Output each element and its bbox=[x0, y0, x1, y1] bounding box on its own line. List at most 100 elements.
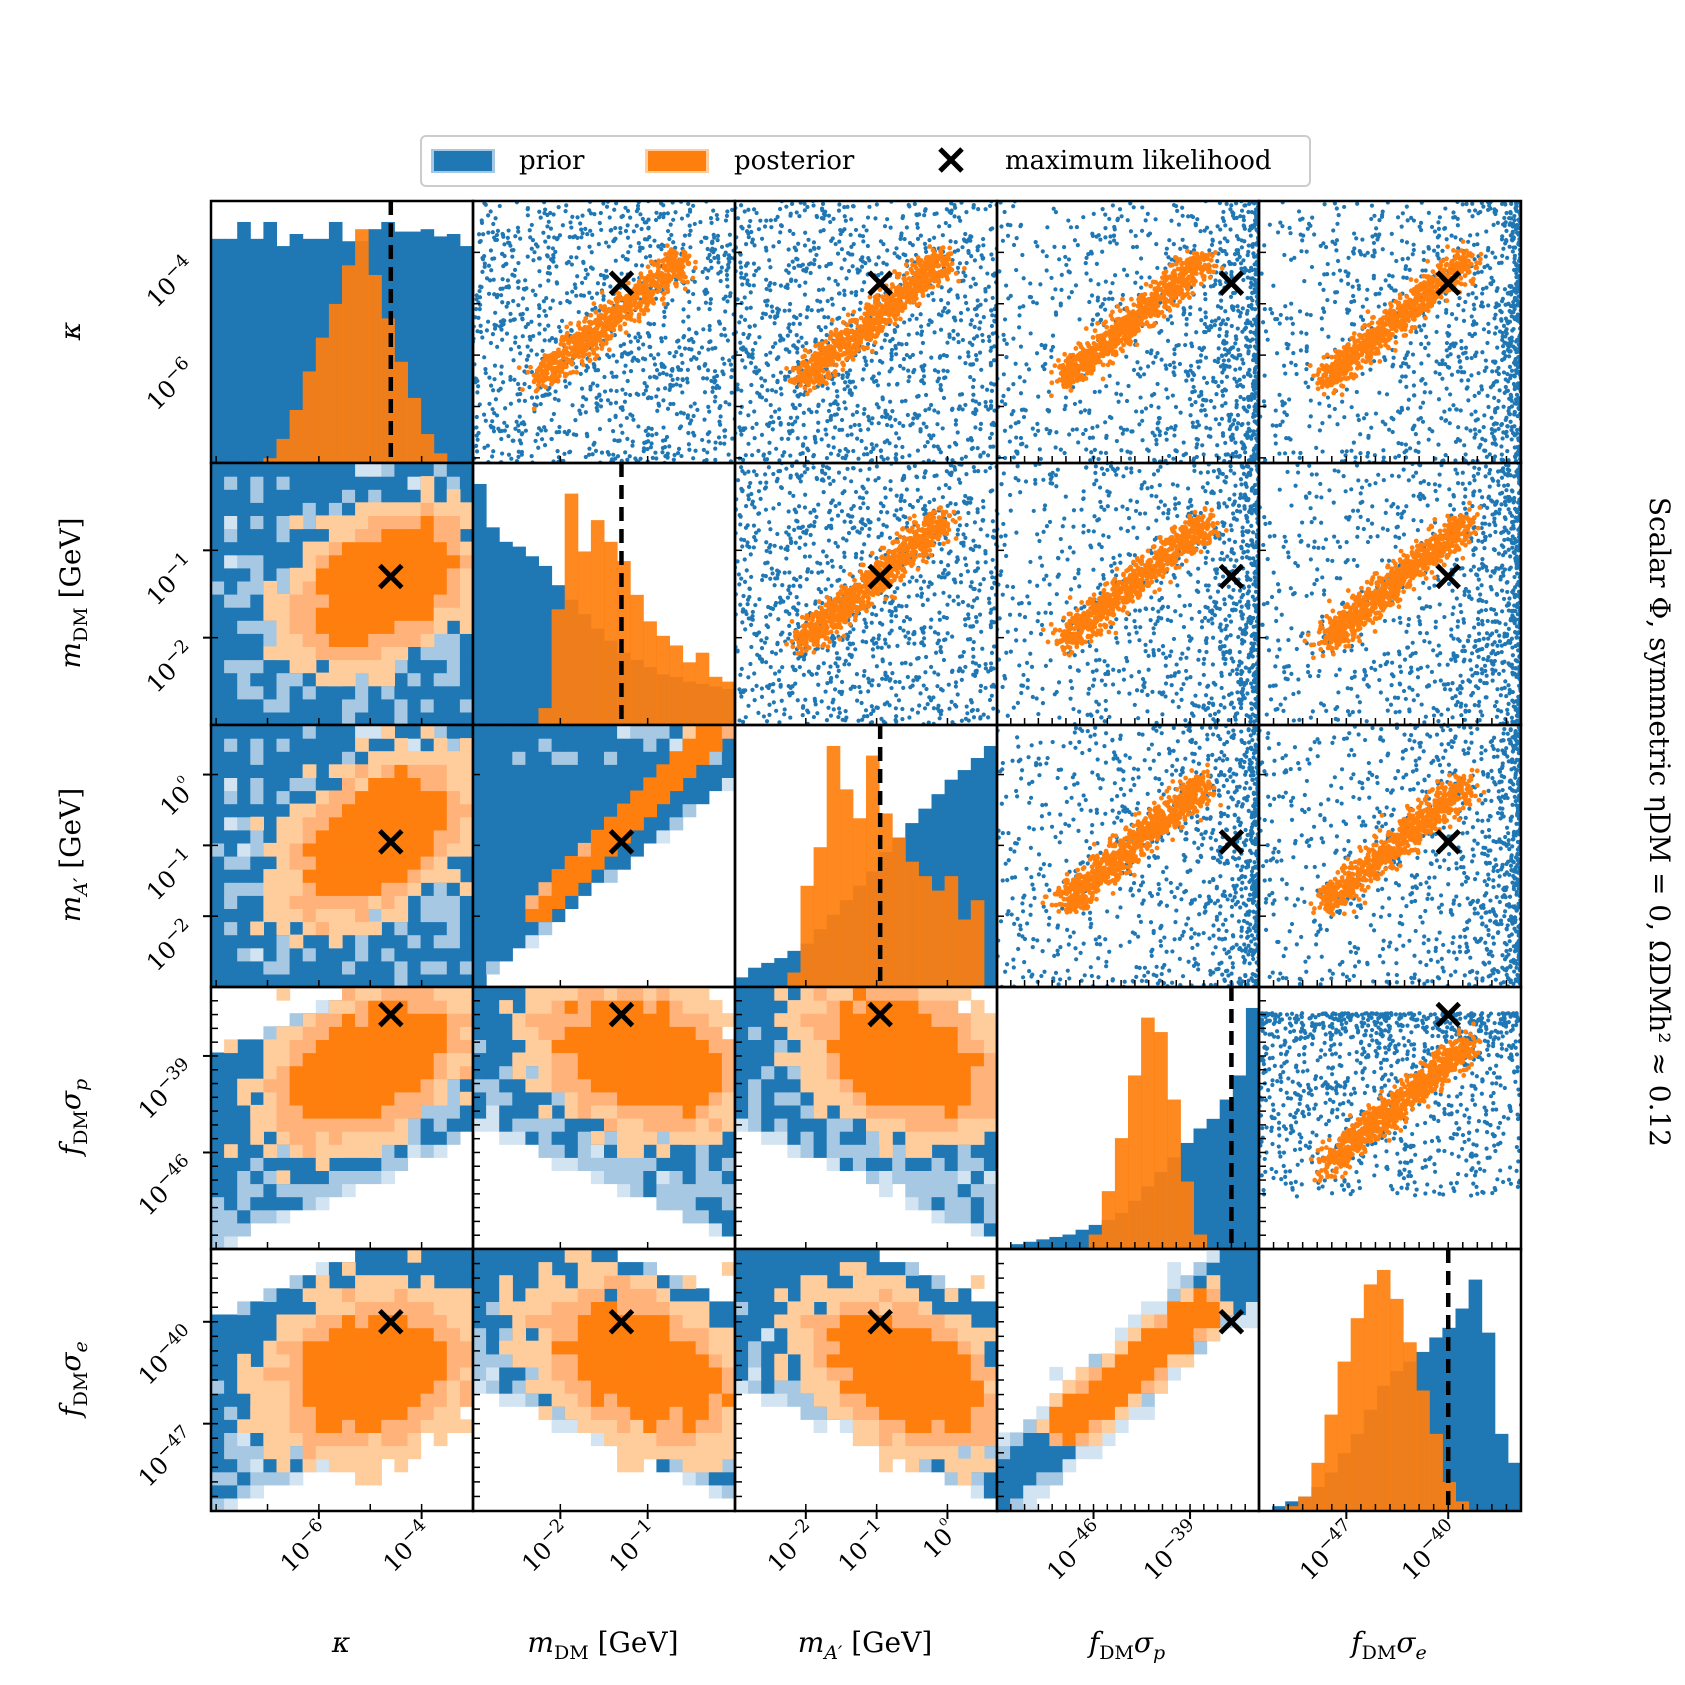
posterior-point bbox=[943, 258, 949, 264]
prior-point bbox=[920, 340, 926, 346]
prior-point bbox=[1088, 249, 1094, 254]
posterior-point bbox=[901, 294, 907, 300]
prior-point bbox=[744, 261, 750, 266]
prior-point bbox=[788, 415, 793, 420]
prior-point bbox=[634, 223, 639, 228]
prior-point bbox=[1249, 302, 1254, 308]
prior-point bbox=[778, 386, 783, 391]
prior-point bbox=[816, 287, 822, 293]
posterior-point bbox=[624, 304, 630, 310]
prior-point bbox=[1084, 255, 1089, 261]
prior-point bbox=[636, 392, 641, 397]
prior-point bbox=[513, 426, 518, 431]
prior-point bbox=[621, 342, 627, 347]
prior-point bbox=[631, 277, 636, 282]
prior-point bbox=[642, 440, 647, 445]
prior-point bbox=[557, 424, 562, 430]
prior-point bbox=[504, 304, 509, 309]
prior-point bbox=[492, 377, 497, 382]
prior-point bbox=[1212, 405, 1217, 410]
prior-point bbox=[473, 306, 479, 312]
prior-point bbox=[601, 297, 606, 302]
posterior-point bbox=[923, 260, 928, 266]
prior-point bbox=[851, 448, 856, 454]
prior-point bbox=[501, 264, 506, 269]
prior-point bbox=[1018, 222, 1024, 228]
prior-point bbox=[850, 204, 856, 209]
prior-point bbox=[794, 385, 800, 390]
prior-point bbox=[691, 291, 696, 297]
prior-point bbox=[707, 307, 712, 312]
prior-point bbox=[779, 223, 784, 229]
posterior-point bbox=[606, 347, 612, 353]
prior-point bbox=[484, 276, 490, 281]
prior-point bbox=[872, 379, 877, 384]
prior-point bbox=[726, 452, 731, 457]
prior-point bbox=[1250, 276, 1255, 281]
prior-point bbox=[1212, 358, 1217, 363]
prior-point bbox=[880, 414, 885, 419]
prior-point bbox=[1134, 409, 1139, 414]
prior-point bbox=[516, 260, 521, 266]
prior-point bbox=[584, 397, 589, 402]
prior-point bbox=[1228, 207, 1233, 212]
prior-point bbox=[975, 298, 980, 303]
prior-point bbox=[596, 242, 601, 247]
prior-point bbox=[674, 350, 679, 355]
prior-point bbox=[1024, 444, 1029, 449]
prior-point bbox=[696, 306, 701, 311]
prior-point bbox=[1180, 237, 1185, 242]
prior-point bbox=[517, 414, 522, 419]
posterior-point bbox=[838, 344, 844, 350]
prior-point bbox=[923, 249, 929, 254]
prior-point bbox=[907, 453, 912, 458]
posterior-point bbox=[819, 379, 825, 385]
prior-point bbox=[611, 452, 616, 457]
prior-point bbox=[1107, 216, 1112, 222]
prior-point bbox=[1238, 394, 1243, 400]
prior-point bbox=[1225, 364, 1231, 369]
prior-point bbox=[750, 347, 755, 353]
prior-point bbox=[516, 285, 521, 290]
prior-point bbox=[478, 323, 483, 328]
prior-point bbox=[614, 374, 619, 379]
prior-point bbox=[1128, 450, 1133, 455]
prior-point bbox=[714, 373, 720, 379]
prior-point bbox=[787, 228, 792, 234]
posterior-hist-bar bbox=[328, 303, 343, 463]
prior-point bbox=[816, 325, 821, 330]
posterior-hist-bar bbox=[276, 438, 291, 463]
prior-point bbox=[764, 218, 769, 223]
prior-point bbox=[687, 327, 692, 332]
prior-point bbox=[974, 334, 980, 339]
prior-point bbox=[880, 395, 885, 400]
prior-point bbox=[701, 376, 706, 381]
prior-point bbox=[951, 336, 956, 341]
prior-point bbox=[591, 442, 596, 447]
posterior-point bbox=[869, 305, 874, 311]
posterior-point bbox=[920, 271, 926, 277]
prior-point bbox=[622, 399, 628, 404]
posterior-point bbox=[626, 280, 631, 286]
posterior-point bbox=[651, 278, 656, 284]
posterior-point bbox=[617, 326, 623, 332]
prior-point bbox=[826, 315, 831, 320]
prior-point bbox=[1070, 427, 1075, 432]
prior-point bbox=[971, 377, 976, 383]
prior-point bbox=[1068, 225, 1074, 230]
posterior-point bbox=[876, 320, 882, 325]
prior-point bbox=[625, 235, 631, 240]
prior-point bbox=[1058, 447, 1063, 452]
prior-point bbox=[1218, 322, 1223, 327]
prior-point bbox=[716, 256, 721, 261]
prior-point bbox=[626, 250, 631, 255]
panel-content bbox=[735, 201, 997, 463]
prior-point bbox=[671, 240, 676, 245]
prior-point bbox=[1251, 432, 1256, 437]
prior-point bbox=[816, 403, 821, 409]
prior-point bbox=[1229, 304, 1235, 309]
prior-point bbox=[988, 363, 994, 368]
prior-point bbox=[889, 357, 894, 362]
prior-point bbox=[768, 314, 773, 319]
prior-point bbox=[826, 408, 832, 414]
